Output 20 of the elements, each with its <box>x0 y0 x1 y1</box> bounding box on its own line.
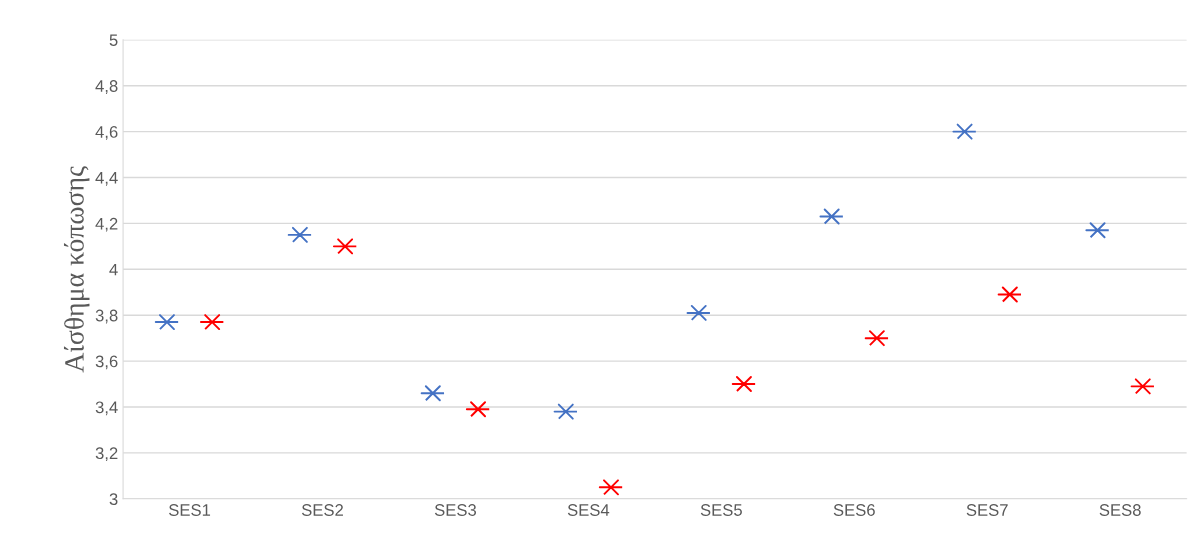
x-tick-label: SES4 <box>567 504 610 516</box>
y-tick-label: 3,8 <box>95 309 118 324</box>
x-tick-label: SES7 <box>966 504 1008 516</box>
y-tick-label: 3,4 <box>95 401 118 416</box>
y-tick-label: 3 <box>109 493 118 506</box>
x-tick-label: SES1 <box>169 504 211 516</box>
y-tick-label: 4,4 <box>95 172 118 186</box>
y-tick-label: 4,2 <box>95 217 118 232</box>
x-tick-label: SES8 <box>1099 504 1141 516</box>
x-tick-label: SES3 <box>434 504 477 516</box>
y-tick-label: 5 <box>109 34 118 47</box>
y-tick-label: 4,6 <box>95 126 118 140</box>
y-tick-label: 3,6 <box>95 355 118 370</box>
y-tick-label: 3,2 <box>95 447 118 462</box>
y-tick-label: 4,8 <box>95 80 118 94</box>
y-tick-label: 4 <box>109 263 118 276</box>
x-tick-label: SES6 <box>833 504 875 516</box>
x-tick-label: SES2 <box>301 504 343 516</box>
y-axis-title: Αίσθημα κόπωσης <box>63 166 90 373</box>
x-tick-label: SES5 <box>700 504 742 516</box>
